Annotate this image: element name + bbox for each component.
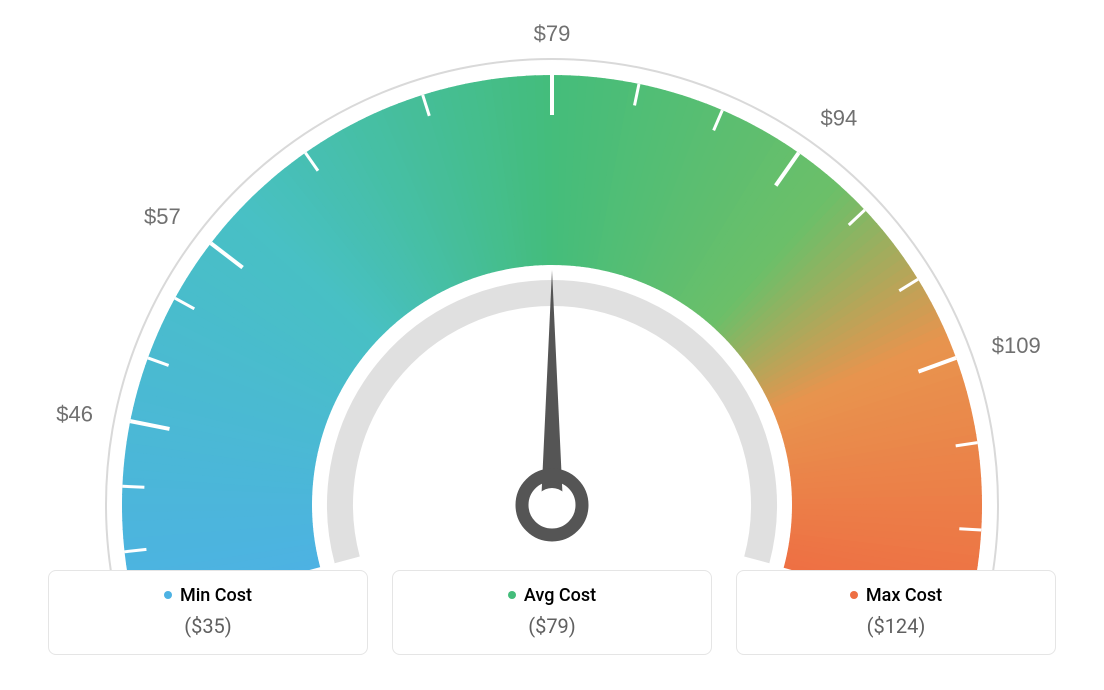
max-cost-label: Max Cost <box>755 585 1037 606</box>
max-cost-label-text: Max Cost <box>866 585 942 606</box>
dot-icon <box>508 591 516 599</box>
svg-text:$57: $57 <box>144 204 181 229</box>
svg-text:$46: $46 <box>56 402 93 427</box>
svg-text:$109: $109 <box>992 333 1041 358</box>
cost-gauge: $35$46$57$79$94$109$124 <box>0 0 1104 570</box>
max-cost-card: Max Cost ($124) <box>736 570 1056 655</box>
max-cost-value: ($124) <box>755 614 1037 638</box>
legend-row: Min Cost ($35) Avg Cost ($79) Max Cost (… <box>0 570 1104 655</box>
avg-cost-label-text: Avg Cost <box>524 585 596 606</box>
dot-icon <box>850 591 858 599</box>
avg-cost-card: Avg Cost ($79) <box>392 570 712 655</box>
avg-cost-value: ($79) <box>411 614 693 638</box>
dot-icon <box>164 591 172 599</box>
svg-text:$79: $79 <box>534 21 571 46</box>
min-cost-card: Min Cost ($35) <box>48 570 368 655</box>
min-cost-value: ($35) <box>67 614 349 638</box>
avg-cost-label: Avg Cost <box>411 585 693 606</box>
gauge-svg: $35$46$57$79$94$109$124 <box>0 0 1104 570</box>
svg-text:$94: $94 <box>820 106 857 131</box>
min-cost-label: Min Cost <box>67 585 349 606</box>
min-cost-label-text: Min Cost <box>180 585 252 606</box>
